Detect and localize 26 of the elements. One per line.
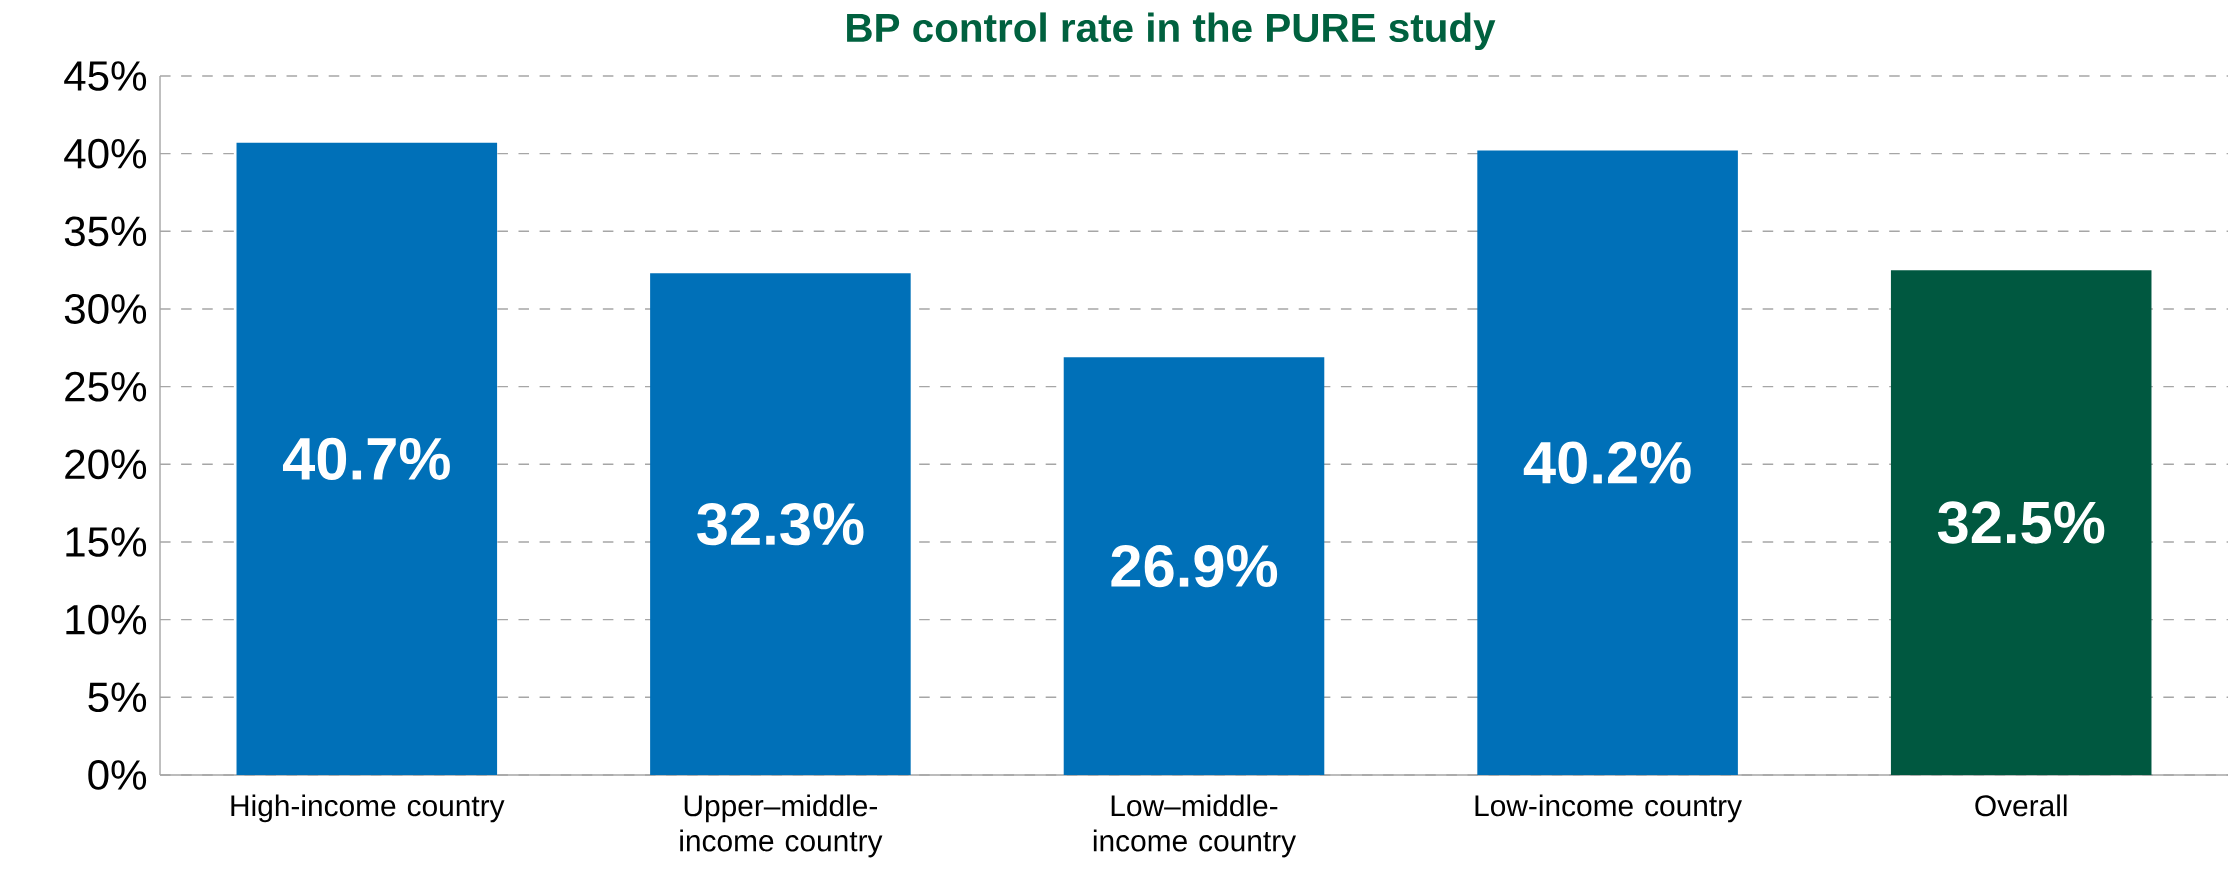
- data-label: 40.7%: [282, 437, 450, 481]
- data-label: 32.3%: [697, 502, 864, 546]
- y-tick-label: 5%: [88, 682, 147, 713]
- bar: [1890, 270, 2152, 775]
- y-tick-label: 30%: [64, 294, 147, 324]
- y-tick-label: 45%: [64, 61, 147, 91]
- bar: [650, 273, 911, 775]
- chart-title: BP control rate in the PURE study: [847, 12, 1496, 51]
- y-tick-label: 15%: [66, 527, 147, 557]
- data-label: 32.5%: [1937, 501, 2105, 544]
- y-tick-label: 0%: [88, 760, 147, 790]
- bar: [1477, 150, 1738, 775]
- bar: [1063, 357, 1325, 775]
- bar: [236, 142, 498, 775]
- x-tick-label: High-income country: [231, 794, 505, 823]
- y-tick-label: 25%: [65, 371, 147, 402]
- y-tick-label: 10%: [66, 604, 147, 635]
- x-tick-label: Upper–middle-income country: [680, 794, 883, 858]
- y-tick-label: 40%: [64, 138, 147, 169]
- x-tick-label: Low-income country: [1475, 794, 1742, 823]
- data-label: 40.2%: [1523, 441, 1691, 484]
- y-tick-label: 35%: [64, 216, 147, 247]
- data-label: 26.9%: [1111, 544, 1278, 588]
- x-tick-label: Overall: [1975, 794, 2067, 817]
- x-tick-label: Low–middle-income country: [1093, 794, 1297, 858]
- y-tick-label: 20%: [65, 449, 147, 480]
